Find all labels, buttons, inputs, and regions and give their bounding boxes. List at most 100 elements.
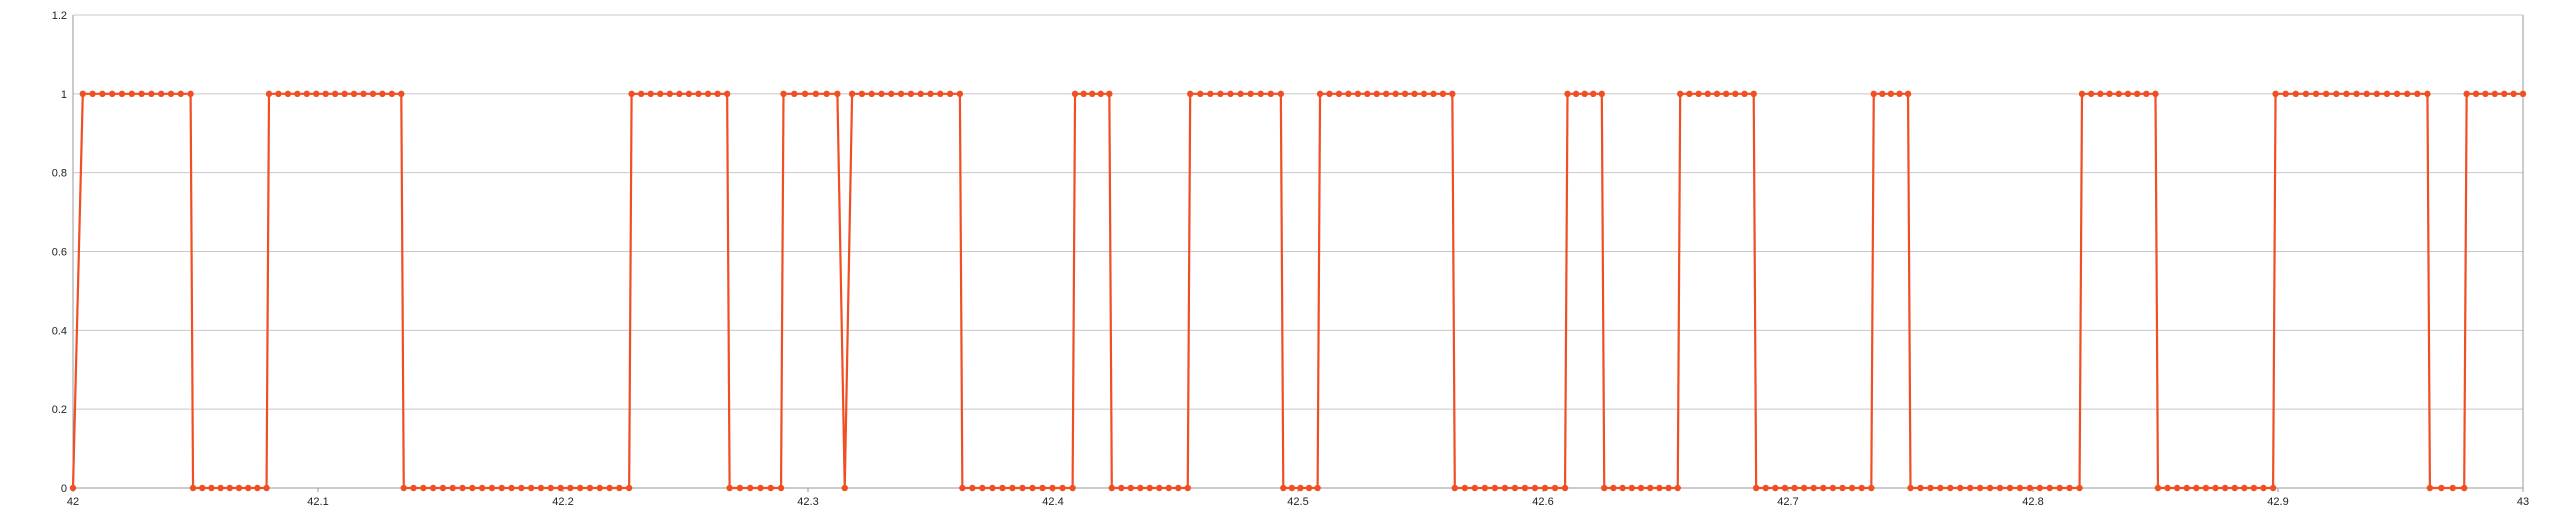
- data-point: [1541, 484, 1549, 492]
- data-point: [704, 90, 712, 98]
- data-point: [841, 484, 848, 492]
- data-point: [1590, 90, 1597, 98]
- data-point: [2193, 484, 2200, 492]
- data-point: [2438, 484, 2445, 492]
- data-point: [313, 90, 320, 98]
- data-point: [2426, 484, 2434, 492]
- data-point: [2241, 484, 2248, 492]
- data-point: [2383, 90, 2391, 98]
- data-point: [2424, 90, 2431, 98]
- data-point: [1354, 90, 1362, 98]
- x-tick-label: 42.5: [1287, 496, 1308, 508]
- data-point: [2164, 484, 2171, 492]
- data-point: [1501, 484, 1509, 492]
- data-point: [2066, 484, 2073, 492]
- data-point: [1907, 484, 1914, 492]
- data-point: [331, 90, 339, 98]
- data-point: [1449, 90, 1456, 98]
- data-point: [1732, 90, 1739, 98]
- data-point: [1237, 90, 1244, 98]
- x-tick-label: 42.1: [307, 496, 328, 508]
- data-point: [1288, 484, 1296, 492]
- data-point: [303, 90, 310, 98]
- data-point: [1316, 90, 1324, 98]
- data-point: [439, 484, 447, 492]
- data-point: [812, 90, 820, 98]
- data-point: [2152, 90, 2159, 98]
- data-point: [848, 90, 856, 98]
- data-point: [217, 484, 224, 492]
- data-point: [1551, 484, 1559, 492]
- data-point: [2212, 484, 2219, 492]
- data-point: [449, 484, 456, 492]
- x-tick-label: 42.4: [1042, 496, 1063, 508]
- data-point: [937, 90, 944, 98]
- data-point: [1870, 90, 1877, 98]
- data-point: [1039, 484, 1046, 492]
- data-point: [2322, 90, 2330, 98]
- data-point: [537, 484, 545, 492]
- x-tick-label: 42.7: [1777, 496, 1798, 508]
- data-point: [791, 90, 798, 98]
- data-point: [1848, 484, 1856, 492]
- data-point: [469, 484, 476, 492]
- data-point: [567, 484, 574, 492]
- data-point: [1601, 484, 1608, 492]
- data-point: [1686, 90, 1693, 98]
- data-point: [1750, 90, 1757, 98]
- data-point: [138, 90, 145, 98]
- data-point: [1197, 90, 1204, 98]
- data-point: [109, 90, 116, 98]
- data-point: [1392, 90, 1399, 98]
- data-point: [1326, 90, 1333, 98]
- data-point: [2006, 484, 2014, 492]
- data-point: [606, 484, 613, 492]
- data-point: [1089, 90, 1096, 98]
- x-tick-label: 42: [67, 496, 79, 508]
- data-point: [2353, 90, 2360, 98]
- data-point: [647, 90, 654, 98]
- data-point: [1800, 484, 1808, 492]
- data-point: [1146, 484, 1153, 492]
- y-axis-tick-labels: 0 0.2 0.4 0.6 0.8 1 1.2: [52, 10, 67, 495]
- data-point: [1904, 90, 1912, 98]
- data-point: [1257, 90, 1264, 98]
- data-point: [2282, 90, 2289, 98]
- y-tick-label: 0.2: [52, 404, 67, 416]
- data-point: [1511, 484, 1519, 492]
- data-point: [128, 90, 135, 98]
- data-point: [1917, 484, 1924, 492]
- data-point: [666, 90, 674, 98]
- data-point: [2260, 484, 2267, 492]
- data-point: [322, 90, 329, 98]
- data-point: [167, 90, 175, 98]
- data-point: [1656, 484, 1663, 492]
- data-point: [1481, 484, 1489, 492]
- data-point: [1674, 484, 1681, 492]
- data-point: [1561, 484, 1569, 492]
- data-point: [1137, 484, 1144, 492]
- data-point: [2097, 90, 2104, 98]
- data-point: [1071, 90, 1079, 98]
- data-point: [148, 90, 155, 98]
- data-point: [2231, 484, 2238, 492]
- data-point: [1879, 90, 1886, 98]
- data-point: [969, 484, 976, 492]
- data-point: [1762, 484, 1769, 492]
- data-point: [616, 484, 623, 492]
- data-point: [2106, 90, 2113, 98]
- data-point: [1059, 484, 1066, 492]
- data-point: [1966, 484, 1974, 492]
- data-point: [1401, 90, 1409, 98]
- series-group: [69, 90, 2527, 492]
- data-point: [917, 90, 924, 98]
- data-point: [927, 90, 934, 98]
- data-point: [1741, 90, 1748, 98]
- data-point: [1106, 90, 1113, 98]
- data-point: [400, 484, 407, 492]
- data-point: [410, 484, 417, 492]
- data-point: [1165, 484, 1172, 492]
- data-point: [726, 484, 733, 492]
- data-point: [2449, 484, 2456, 492]
